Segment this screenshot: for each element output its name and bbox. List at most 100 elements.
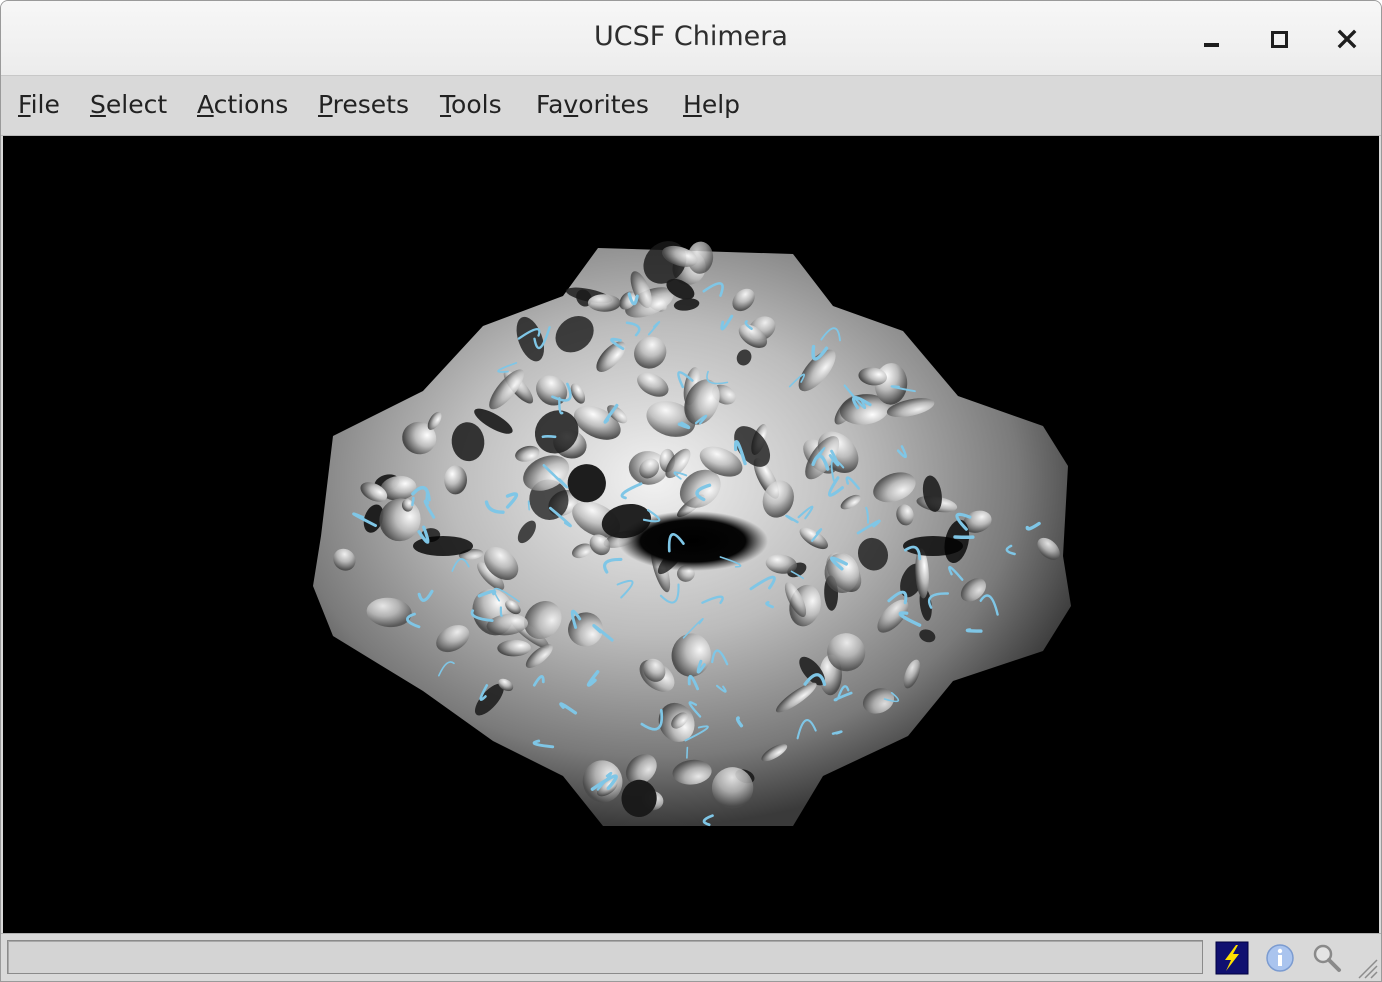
menu-favorites[interactable]: Favorites: [536, 90, 649, 119]
menu-file-label-post: ile: [30, 90, 60, 119]
ribbon-segment: [620, 482, 643, 500]
ribbon-segment: [532, 675, 545, 687]
surface-blob: [515, 445, 540, 462]
ribbon-segment: [479, 684, 489, 701]
ribbon-segment: [406, 612, 421, 629]
ribbon-segment: [896, 445, 908, 459]
menu-presets[interactable]: Presets: [318, 90, 409, 119]
ribbon-segment: [411, 496, 415, 507]
menu-file[interactable]: File: [18, 90, 60, 119]
ribbon-segment: [979, 594, 999, 616]
surface-blob: [684, 379, 720, 425]
menu-presets-mnemonic: P: [318, 90, 333, 119]
title-bar[interactable]: UCSF Chimera: [1, 1, 1381, 76]
surface-blob: [587, 294, 621, 312]
ribbon-segment: [706, 370, 729, 385]
menu-favorites-label-post: orites: [578, 90, 649, 119]
surface-blob: [619, 291, 637, 310]
ribbon-segment: [820, 327, 841, 342]
ribbon-segment: [695, 483, 712, 502]
menu-help[interactable]: Help: [683, 90, 740, 119]
ribbon-segment: [532, 739, 555, 749]
lightning-bolt-icon[interactable]: [1215, 941, 1249, 975]
surface-blob: [919, 629, 936, 643]
status-message-field: [7, 940, 1203, 974]
maximize-button[interactable]: [1259, 19, 1299, 59]
ribbon-segment: [541, 435, 557, 439]
ribbon-segment: [570, 609, 582, 629]
surface-blob: [862, 688, 895, 714]
ribbon-segment: [610, 337, 625, 351]
surface-blob: [555, 315, 594, 353]
ribbon-segment: [558, 397, 564, 415]
ribbon-segment: [785, 514, 799, 524]
close-button[interactable]: [1327, 19, 1367, 59]
surface-blob: [673, 298, 700, 311]
ribbon-segment: [828, 449, 840, 467]
ribbon-segment: [438, 661, 455, 677]
ribbon-segment: [684, 725, 709, 742]
ribbon-segment: [688, 701, 702, 718]
menu-actions-label-post: ctions: [213, 90, 289, 119]
surface-blob: [738, 324, 768, 348]
ribbon-segment: [687, 675, 700, 691]
ribbon-segment: [833, 691, 853, 702]
surface-blob: [621, 779, 657, 817]
ribbon-segment: [1005, 544, 1016, 556]
surface-blob: [840, 494, 861, 510]
graphics-viewport[interactable]: [3, 136, 1379, 933]
ribbon-segment: [749, 575, 776, 591]
surface-blob: [523, 455, 570, 491]
ribbon-segment: [811, 454, 830, 471]
menu-select-label-post: elect: [105, 90, 168, 119]
ribbon-segment: [765, 601, 774, 609]
ribbon-segment: [533, 326, 551, 350]
ribbon-segment: [843, 384, 867, 410]
surface-blob: [436, 625, 470, 653]
ribbon-segment: [883, 692, 900, 703]
ribbon-segment: [686, 746, 689, 759]
ribbon-segment: [830, 556, 848, 571]
protein-ribbons: [352, 282, 1041, 827]
ribbon-segment: [865, 506, 870, 524]
menu-actions[interactable]: Actions: [197, 90, 288, 119]
surface-blob: [960, 578, 986, 602]
ribbon-segment: [603, 403, 619, 424]
surface-blob: [568, 612, 603, 647]
ribbon-segment: [559, 702, 578, 715]
resize-grip-icon[interactable]: [1355, 956, 1379, 980]
ribbon-segment: [811, 528, 823, 542]
ribbon-segment: [927, 592, 950, 609]
ribbon-segment: [499, 606, 503, 617]
magnifier-icon[interactable]: [1310, 941, 1344, 975]
surface-blob: [333, 548, 356, 571]
info-icon[interactable]: [1263, 941, 1297, 975]
surface-blob: [483, 546, 519, 581]
ribbon-segment: [682, 617, 704, 639]
ribbon-segment: [837, 685, 850, 698]
surface-blob: [886, 398, 935, 418]
surface-blob: [366, 597, 412, 628]
surface-blob: [1037, 537, 1060, 560]
surface-blob: [877, 599, 909, 633]
menu-select[interactable]: Select: [90, 90, 167, 119]
ribbon-segment: [542, 464, 569, 489]
ribbon-segment: [796, 719, 817, 740]
left-cavity: [413, 536, 473, 556]
menu-tools[interactable]: Tools: [440, 90, 502, 119]
ribbon-segment: [411, 485, 431, 502]
surface-blob: [839, 394, 889, 425]
ribbon-segment: [592, 624, 614, 642]
surface-blob: [646, 401, 696, 437]
surface-blob: [570, 383, 586, 404]
minimize-button[interactable]: [1191, 19, 1231, 59]
menu-select-mnemonic: S: [90, 90, 106, 119]
surface-blob: [671, 633, 711, 677]
surface-blob: [761, 743, 788, 762]
ribbon-segment: [659, 583, 680, 604]
surface-blob: [666, 278, 695, 300]
ribbon-segment: [417, 589, 434, 602]
surface-blob: [505, 600, 521, 615]
surface-blob: [360, 482, 388, 502]
surface-blob: [596, 341, 626, 372]
